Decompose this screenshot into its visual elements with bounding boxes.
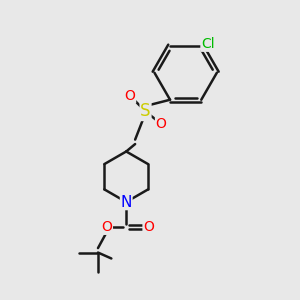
Text: Cl: Cl: [201, 37, 214, 51]
Text: O: O: [101, 220, 112, 234]
Text: S: S: [140, 102, 151, 120]
Text: O: O: [156, 117, 167, 131]
Text: O: O: [143, 220, 154, 234]
Text: O: O: [124, 89, 136, 103]
Text: N: N: [121, 194, 132, 209]
